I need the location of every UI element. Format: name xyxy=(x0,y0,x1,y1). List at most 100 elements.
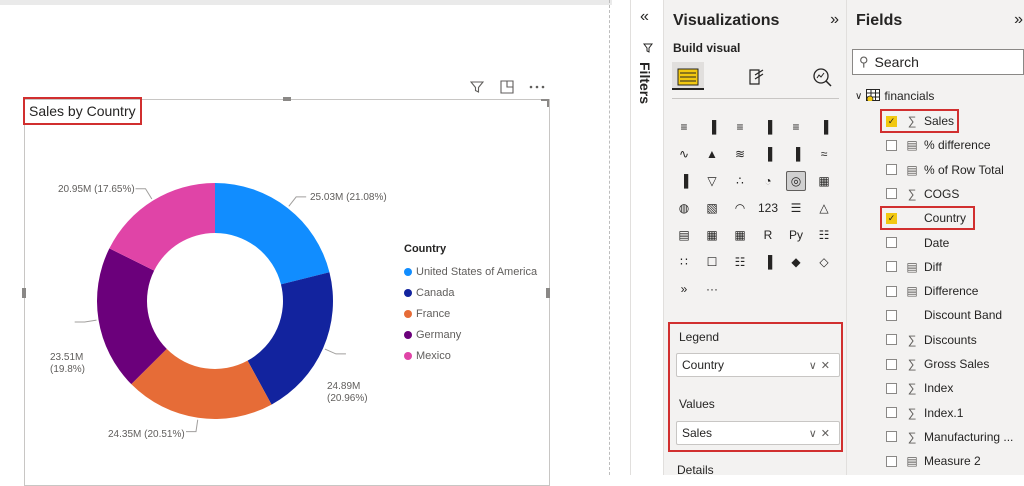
field-item[interactable]: ∑ Gross Sales xyxy=(886,353,989,375)
chevron-down-icon[interactable]: ∨ xyxy=(855,90,863,102)
stacked-column-chart-icon[interactable]: ▐ xyxy=(707,120,717,134)
donut-slice[interactable] xyxy=(109,183,215,271)
legend-item[interactable]: France xyxy=(404,303,537,324)
fields-search-input[interactable]: ⚲ Search xyxy=(852,49,1024,75)
field-item[interactable]: ▤ % of Row Total xyxy=(886,159,1004,181)
field-checkbox[interactable] xyxy=(886,188,897,200)
stacked-bar-chart-icon[interactable]: ≡ xyxy=(680,120,688,134)
funnel-chart-icon[interactable]: ▽ xyxy=(707,174,717,188)
donut-chart-icon[interactable]: ◎ xyxy=(786,171,806,191)
waterfall-chart-icon[interactable]: ▐ xyxy=(679,174,689,188)
field-checkbox[interactable] xyxy=(886,407,897,419)
treemap-icon[interactable]: ▦ xyxy=(818,174,830,188)
kpi-icon[interactable]: △ xyxy=(819,201,829,215)
values-well-field[interactable]: Sales ∨✕ xyxy=(676,421,840,445)
qa-icon[interactable]: ☐ xyxy=(706,255,718,269)
analytics-icon[interactable] xyxy=(806,64,838,90)
clustered-bar-chart-icon[interactable]: ≡ xyxy=(736,120,744,134)
chevron-down-icon[interactable]: ∨ xyxy=(808,359,821,372)
legend-item[interactable]: Mexico xyxy=(404,345,537,366)
filters-pane[interactable]: « Filters xyxy=(630,0,664,475)
legend-item[interactable]: Germany xyxy=(404,324,537,345)
chevron-down-icon[interactable]: ∨ xyxy=(808,427,821,440)
more-visuals-icon[interactable]: ··· xyxy=(706,282,718,296)
filled-map-icon[interactable]: ▧ xyxy=(706,201,718,215)
legend-item[interactable]: Canada xyxy=(404,282,537,303)
ribbon-chart-icon[interactable]: ≈ xyxy=(820,147,828,161)
field-checkbox[interactable] xyxy=(886,309,897,321)
expand-filters-icon[interactable]: « xyxy=(640,8,649,25)
field-checkbox[interactable] xyxy=(886,237,897,248)
power-automate-icon[interactable]: » xyxy=(680,282,688,296)
donut-slice[interactable] xyxy=(247,272,334,405)
slicer-icon[interactable]: ▤ xyxy=(678,228,690,242)
field-checkbox[interactable] xyxy=(886,334,897,346)
resize-handle-left[interactable] xyxy=(22,288,26,298)
field-item[interactable]: ∑ Index xyxy=(886,377,953,399)
python-visual-icon[interactable]: Py xyxy=(788,228,803,242)
more-options-icon[interactable] xyxy=(528,78,546,96)
field-checkbox[interactable] xyxy=(886,358,897,370)
field-checkbox[interactable] xyxy=(886,139,897,151)
field-item[interactable]: ∑ Discounts xyxy=(886,329,977,351)
field-checkbox[interactable]: ✓ xyxy=(886,115,897,127)
field-checkbox[interactable] xyxy=(886,164,897,176)
decomposition-tree-icon[interactable]: ∷ xyxy=(680,255,688,269)
paginated-report-icon[interactable]: ▐ xyxy=(763,255,773,269)
clustered-column-chart-icon[interactable]: ▐ xyxy=(763,120,773,134)
donut-slice[interactable] xyxy=(96,248,167,385)
resize-corner-top-right[interactable] xyxy=(541,99,549,107)
smart-narrative-icon[interactable]: ☷ xyxy=(734,255,746,269)
map-icon[interactable]: ◍ xyxy=(678,201,690,215)
multi-row-card-icon[interactable]: ☰ xyxy=(790,201,802,215)
area-chart-icon[interactable]: ▲ xyxy=(706,147,718,161)
table-financials[interactable]: ∨ financials xyxy=(855,87,934,105)
pie-chart-icon[interactable]: ◔ xyxy=(764,174,772,188)
card-icon[interactable]: 123 xyxy=(757,201,779,215)
key-influencers-icon[interactable]: ☷ xyxy=(818,228,830,242)
100-column-chart-icon[interactable]: ▐ xyxy=(819,120,829,134)
format-visual-icon[interactable] xyxy=(740,64,772,90)
field-item[interactable]: ∑ Index.1 xyxy=(886,402,963,424)
field-checkbox[interactable] xyxy=(886,285,897,297)
collapse-fields-icon[interactable]: » xyxy=(1014,11,1023,28)
legend-well-field[interactable]: Country ∨✕ xyxy=(676,353,840,377)
field-item[interactable]: ∑ Manufacturing ... xyxy=(886,426,1013,448)
field-item[interactable]: ▤ Difference xyxy=(886,280,978,302)
field-item[interactable]: ✓ ∑ Sales xyxy=(886,110,954,132)
donut-slice[interactable] xyxy=(215,183,330,285)
field-checkbox[interactable] xyxy=(886,261,897,273)
field-item[interactable]: ✓▤Country xyxy=(886,207,966,229)
stacked-area-chart-icon[interactable]: ≋ xyxy=(734,147,746,161)
collapse-visualizations-icon[interactable]: » xyxy=(830,11,839,28)
field-checkbox[interactable]: ✓ xyxy=(886,212,897,224)
field-checkbox[interactable] xyxy=(886,455,897,467)
remove-field-icon[interactable]: ✕ xyxy=(820,359,834,372)
field-item[interactable]: ▤ Measure 2 xyxy=(886,450,981,472)
resize-handle-right[interactable] xyxy=(546,288,550,298)
table-icon[interactable]: ▦ xyxy=(706,228,718,242)
field-item[interactable]: ▤Date xyxy=(886,232,949,254)
matrix-icon[interactable]: ▦ xyxy=(734,228,746,242)
legend-item[interactable]: United States of America xyxy=(404,261,537,282)
field-item[interactable]: ▤ Diff xyxy=(886,256,942,278)
field-item[interactable]: ∑ COGS xyxy=(886,183,959,205)
donut-slice[interactable] xyxy=(131,348,272,419)
line-column-chart-icon[interactable]: ▐ xyxy=(763,147,773,161)
field-checkbox[interactable] xyxy=(886,382,897,394)
filter-icon[interactable] xyxy=(468,78,486,96)
focus-mode-icon[interactable] xyxy=(498,78,516,96)
resize-handle-top[interactable] xyxy=(283,97,291,101)
r-visual-icon[interactable]: R xyxy=(763,228,773,242)
field-checkbox[interactable] xyxy=(886,431,897,443)
100-bar-chart-icon[interactable]: ≡ xyxy=(792,120,800,134)
remove-field-icon[interactable]: ✕ xyxy=(820,427,834,440)
gauge-icon[interactable]: ◠ xyxy=(734,201,746,215)
power-apps-icon[interactable]: ◇ xyxy=(819,255,829,269)
field-item[interactable]: ▤ % difference xyxy=(886,134,991,156)
build-visual-icon[interactable] xyxy=(672,64,704,90)
line-chart-icon[interactable]: ∿ xyxy=(678,147,690,161)
arcgis-map-icon[interactable]: ◆ xyxy=(791,255,801,269)
field-item[interactable]: ▤Discount Band xyxy=(886,304,1002,326)
scatter-chart-icon[interactable]: ∴ xyxy=(736,174,744,188)
